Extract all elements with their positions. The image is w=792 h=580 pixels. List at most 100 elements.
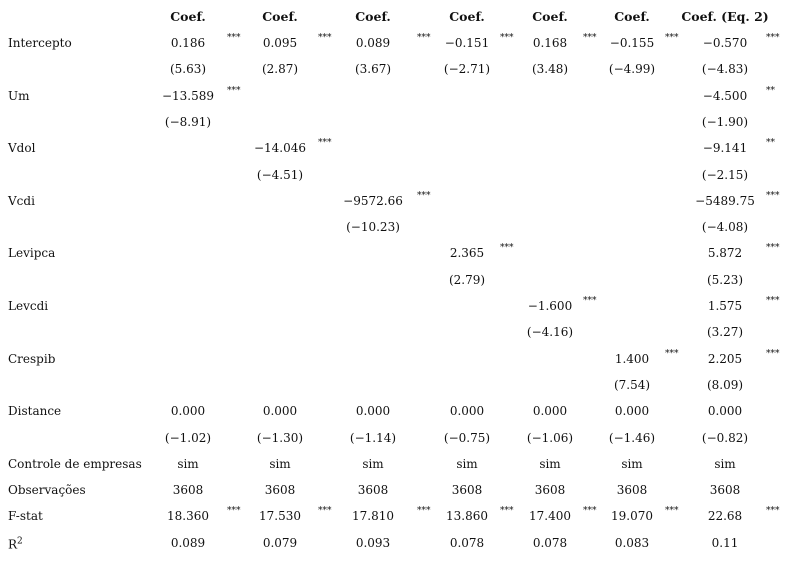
coefficient: 17.810 xyxy=(352,509,394,524)
t-statistic: (3.67) xyxy=(354,62,392,77)
t-statistic: (−2.15) xyxy=(701,167,749,182)
t-statistic: (8.09) xyxy=(706,377,744,392)
coefficient: sim xyxy=(714,456,736,471)
significance-stars: *** xyxy=(227,85,241,96)
significance-stars: *** xyxy=(417,33,431,44)
coefficient: 3608 xyxy=(264,483,296,498)
coefficient: 0.089 xyxy=(170,535,206,550)
row-label: Observações xyxy=(8,483,86,498)
row-label: F-stat xyxy=(8,509,43,524)
t-statistic: (−0.82) xyxy=(701,430,749,445)
coefficient: −13.589 xyxy=(161,88,215,103)
significance-stars: *** xyxy=(583,506,597,517)
coefficient: 22.68 xyxy=(707,509,743,524)
column-header: Coef. (Eq. 2) xyxy=(681,9,769,24)
t-statistic: (2.87) xyxy=(261,62,299,77)
t-statistic: (5.23) xyxy=(706,272,744,287)
coefficient: 17.400 xyxy=(529,509,571,524)
row-label: Levipca xyxy=(8,246,56,261)
coefficient: 0.083 xyxy=(614,535,650,550)
significance-stars: *** xyxy=(583,33,597,44)
t-statistic: (−1.90) xyxy=(701,114,749,129)
coefficient: 2.205 xyxy=(707,351,743,366)
row-label: Controle de empresas xyxy=(8,456,142,471)
row-label: Crespib xyxy=(8,351,56,366)
coefficient: 1.400 xyxy=(614,351,650,366)
coefficient: 0.168 xyxy=(532,36,568,50)
significance-stars: *** xyxy=(665,33,679,44)
significance-stars: *** xyxy=(665,506,679,517)
significance-stars: *** xyxy=(500,243,514,254)
coefficient: 0.000 xyxy=(614,404,650,419)
significance-stars: *** xyxy=(417,190,431,201)
t-statistic: (3.27) xyxy=(706,325,744,340)
coefficient: 3608 xyxy=(709,483,741,498)
significance-stars: *** xyxy=(227,506,241,517)
coefficient: 3608 xyxy=(616,483,648,498)
t-statistic: (−0.75) xyxy=(443,430,491,445)
coefficient: 0.186 xyxy=(170,36,206,50)
coefficient: sim xyxy=(621,456,643,471)
coefficient: −9.141 xyxy=(702,141,748,156)
significance-stars: *** xyxy=(417,506,431,517)
coefficient: 18.360 xyxy=(167,509,209,524)
coefficient: 1.575 xyxy=(707,299,743,313)
t-statistic: (−4.08) xyxy=(701,220,749,235)
t-statistic: (5.63) xyxy=(169,62,207,77)
coefficient: 0.11 xyxy=(711,535,739,550)
t-statistic: (−4.99) xyxy=(608,62,656,77)
coefficient: 2.365 xyxy=(449,246,485,261)
column-header: Coef. xyxy=(170,9,206,24)
significance-stars: *** xyxy=(766,33,780,44)
t-statistic: (−1.46) xyxy=(608,430,656,445)
significance-stars: ** xyxy=(766,85,775,96)
significance-stars: *** xyxy=(227,33,241,44)
significance-stars: *** xyxy=(318,506,332,517)
coefficient: sim xyxy=(539,456,561,471)
coefficient: 19.070 xyxy=(611,509,653,524)
coefficient: sim xyxy=(362,456,384,471)
coefficient: 5.872 xyxy=(707,246,743,261)
column-header: Coef. xyxy=(532,9,568,24)
coefficient: 0.078 xyxy=(532,535,568,550)
significance-stars: *** xyxy=(766,190,780,201)
t-statistic: (3.48) xyxy=(531,62,569,77)
significance-stars: *** xyxy=(500,33,514,44)
coefficient: 0.078 xyxy=(449,535,485,550)
t-statistic: (−1.06) xyxy=(526,430,574,445)
coefficient: −9572.66 xyxy=(343,193,403,208)
coefficient: 17.530 xyxy=(259,509,301,524)
significance-stars: *** xyxy=(766,243,780,254)
coefficient: 0.079 xyxy=(262,535,298,550)
coefficient: 0.089 xyxy=(355,36,391,50)
coefficient: sim xyxy=(269,456,291,471)
coefficient: 3608 xyxy=(357,483,389,498)
coefficient: 0.000 xyxy=(449,404,485,419)
significance-stars: *** xyxy=(766,296,780,307)
coefficient: 0.000 xyxy=(170,404,206,419)
coefficient: 0.000 xyxy=(532,404,568,419)
t-statistic: (7.54) xyxy=(613,377,651,392)
row-label: Vcdi xyxy=(8,193,35,208)
coefficient: 0.093 xyxy=(355,535,391,550)
coefficient: 13.860 xyxy=(446,509,488,524)
significance-stars: ** xyxy=(766,138,775,149)
coefficient: 3608 xyxy=(534,483,566,498)
column-header: Coef. xyxy=(262,9,298,24)
coefficient: −0.151 xyxy=(444,36,490,50)
column-header: Coef. xyxy=(449,9,485,24)
coefficient: −4.500 xyxy=(702,88,748,103)
coefficient: −14.046 xyxy=(253,141,307,156)
significance-stars: *** xyxy=(583,296,597,307)
column-header: Coef. xyxy=(614,9,650,24)
coefficient: 3608 xyxy=(451,483,483,498)
significance-stars: *** xyxy=(500,506,514,517)
coefficient: −1.600 xyxy=(527,299,573,313)
t-statistic: (−4.16) xyxy=(526,325,574,340)
coefficient: 0.000 xyxy=(355,404,391,419)
row-label: Intercepto xyxy=(8,36,72,50)
t-statistic: (−1.30) xyxy=(256,430,304,445)
significance-stars: *** xyxy=(766,506,780,517)
row-label: Distance xyxy=(8,404,62,419)
